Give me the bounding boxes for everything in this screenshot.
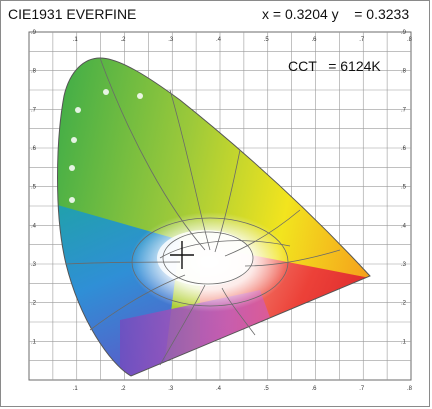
cct-value: = 6124K xyxy=(328,58,381,74)
y-tick-label: .2 xyxy=(401,301,407,307)
x-tick-label: .8 xyxy=(407,386,413,392)
x-tick-label: .8 xyxy=(407,37,413,43)
x-tick-label: .1 xyxy=(73,37,79,43)
y-tick-label: .7 xyxy=(401,107,407,113)
x-tick-label: .3 xyxy=(168,37,174,43)
x-tick-label: .3 xyxy=(168,386,174,392)
cct-label: CCT xyxy=(288,58,317,74)
x-tick-label: .6 xyxy=(312,37,318,43)
x-tick-label: .2 xyxy=(121,37,127,43)
y-tick-label: .7 xyxy=(31,107,37,113)
y-tick-label: .3 xyxy=(31,262,37,268)
y-tick-label: .9 xyxy=(401,30,407,36)
y-tick-label: .1 xyxy=(31,339,37,345)
measured-point-crosshair xyxy=(169,240,194,269)
y-coordinate-readout: y = 0.3233 xyxy=(331,6,410,22)
x-tick-label: .4 xyxy=(216,37,222,43)
chart-header: CIE1931 EVERFINE x = 0.3204 y = 0.3233 xyxy=(0,0,430,28)
chart-title: CIE1931 EVERFINE xyxy=(8,6,137,22)
x-tick-label: .5 xyxy=(264,386,270,392)
y-tick-label: .6 xyxy=(401,146,407,152)
x-tick-label: .5 xyxy=(264,37,270,43)
y-tick-label: .3 xyxy=(401,262,407,268)
locus-marker-dots xyxy=(69,89,143,203)
x-tick-label: .2 xyxy=(121,386,127,392)
coordinate-readout: x = 0.3204 y = 0.3233 xyxy=(262,6,409,22)
y-tick-label: .5 xyxy=(31,185,37,191)
y-tick-label: .9 xyxy=(31,30,37,36)
x-coordinate-readout: x = 0.3204 xyxy=(262,6,328,22)
cct-readout: CCT = 6124K xyxy=(288,58,381,74)
y-tick-label: .8 xyxy=(31,69,37,75)
x-tick-label: .4 xyxy=(216,386,222,392)
y-tick-label: .8 xyxy=(401,69,407,75)
x-tick-label: .7 xyxy=(359,37,365,43)
y-tick-label: .2 xyxy=(31,301,37,307)
y-tick-label: .5 xyxy=(401,185,407,191)
y-tick-label: .1 xyxy=(401,339,407,345)
y-tick-label: .4 xyxy=(401,223,407,229)
y-tick-label: .6 xyxy=(31,146,37,152)
x-tick-label: .1 xyxy=(73,386,79,392)
color-region-lines xyxy=(65,57,341,366)
x-tick-label: .7 xyxy=(359,386,365,392)
x-tick-label: .6 xyxy=(312,386,318,392)
y-tick-label: .4 xyxy=(31,223,37,229)
